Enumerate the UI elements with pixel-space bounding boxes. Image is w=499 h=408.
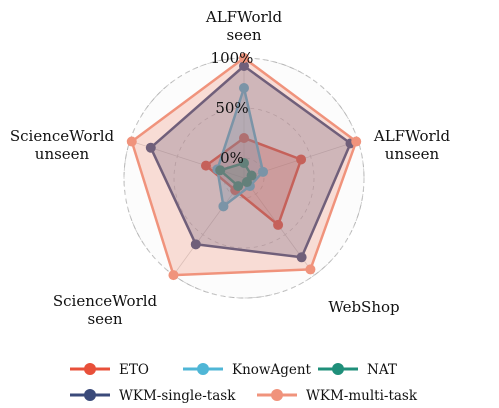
series-polygons [126,53,362,281]
tick-label-2: 100% [211,49,254,67]
legend: ETO KnowAgent NAT WKM-single-task WKM-multi-… [70,362,418,404]
axis-label-1: ALFWorld unseen [373,127,451,163]
series-3-point-4 [145,142,156,153]
series-4-point-0 [239,53,249,63]
tick-label-0: 0% [220,149,244,167]
series-2-point-4 [215,165,226,176]
series-1-point-0 [239,83,249,93]
series-0-point-4 [200,160,211,171]
series-0-point-2 [273,219,284,230]
series-1-point-1 [258,166,269,177]
series-polygon-4 [130,56,358,277]
series-2-point-0 [239,158,249,168]
series-4-point-4 [126,136,137,147]
series-2-point-3 [233,181,244,192]
legend-label-4: WKM-multi-task [306,388,418,404]
legend-marker-2 [332,363,344,375]
legend-marker-1 [197,363,209,375]
axis-label-3: ScienceWorld seen [53,292,158,328]
legend-label-1: KnowAgent [232,362,312,378]
series-3-point-0 [239,61,249,71]
series-4-point-2 [305,264,316,275]
axis-label-4: ScienceWorld unseen [10,127,115,163]
grid-circle-2 [123,57,365,299]
series-4-point-3 [168,270,179,281]
series-3-point-2 [296,252,307,263]
legend-marker-4 [271,389,283,401]
series-3-point-3 [190,239,201,250]
series-polygon-3 [149,64,352,259]
series-2-point-2 [241,177,252,188]
series-0-point-1 [296,154,307,165]
radial-tick-labels: 0% 50% 100% [211,49,254,167]
legend-label-2: NAT [367,362,397,378]
series-1-point-3 [218,201,229,212]
grid-circle-0 [223,157,265,199]
legend-label-3: WKM-single-task [119,388,236,404]
legend-marker-3 [84,389,96,401]
axis-label-0: ALFWorld seen [205,8,283,44]
axis-label-2: WebShop [328,298,399,316]
spoke-3 [173,177,245,276]
tick-label-1: 50% [215,99,248,117]
axis-labels: ALFWorld seen ALFWorld unseen WebShop Science… [10,8,451,328]
series-4-point-1 [351,136,362,147]
legend-marker-0 [84,363,96,375]
legend-label-0: ETO [119,362,149,378]
series-0-point-0 [239,133,249,143]
